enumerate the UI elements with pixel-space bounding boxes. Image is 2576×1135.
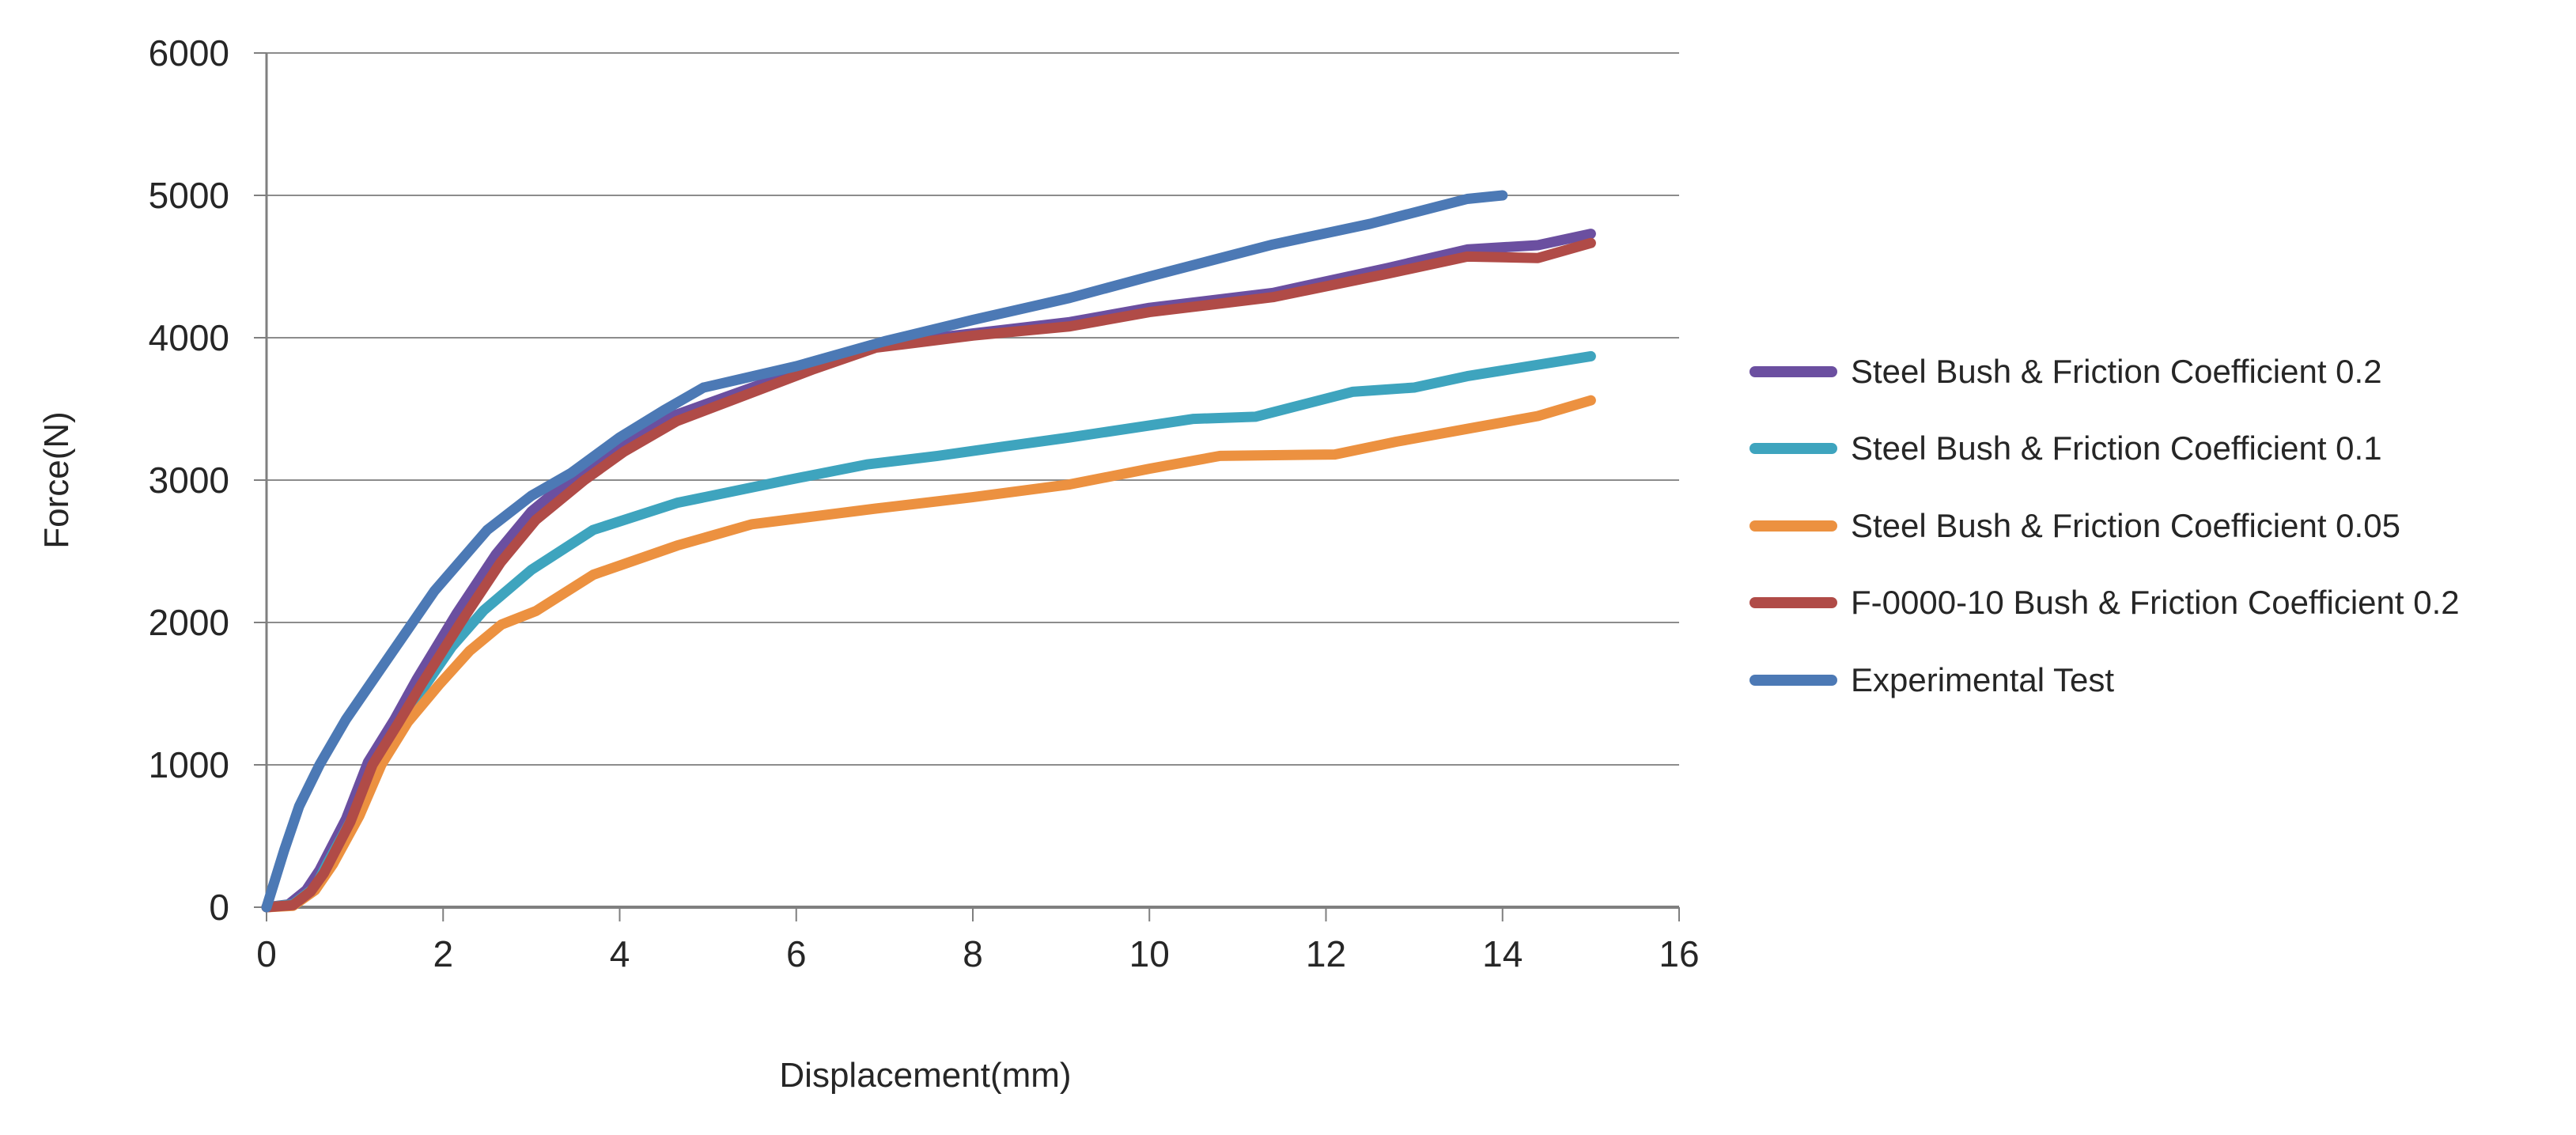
- legend-swatch-steel-bush-0-2: [1749, 365, 1837, 377]
- x-tick-label-4: 4: [610, 933, 630, 974]
- y-tick-label-1000: 1000: [149, 744, 229, 785]
- y-tick-label-3000: 3000: [149, 460, 229, 501]
- legend-item-steel-bush-0-2: Steel Bush & Friction Coefficient 0.2: [1749, 333, 2460, 410]
- x-tick-label-0: 0: [256, 933, 277, 974]
- x-tick-label-16: 16: [1659, 933, 1699, 974]
- legend-swatch-steel-bush-0-1: [1749, 443, 1837, 455]
- series-line-experimental-test: [261, 190, 1508, 913]
- legend-item-steel-bush-0-1: Steel Bush & Friction Coefficient 0.1: [1749, 410, 2460, 488]
- x-tick-label-14: 14: [1482, 933, 1523, 974]
- x-tick-label-2: 2: [433, 933, 453, 974]
- y-axis-title: Force(N): [37, 411, 76, 549]
- legend-item-f-0000-10-bush: F-0000-10 Bush & Friction Coefficient 0.…: [1749, 565, 2460, 642]
- x-axis-title: Displacement(mm): [779, 1056, 1072, 1095]
- x-tick-label-10: 10: [1129, 933, 1170, 974]
- y-tick-label-2000: 2000: [149, 602, 229, 643]
- series-line-f-0000-10-bush-friction-coefficient-0-2: [261, 237, 1596, 913]
- x-tick-label-12: 12: [1306, 933, 1346, 974]
- legend-label-experimental-test: Experimental Test: [1851, 660, 2115, 698]
- legend-label-f-0000-10-bush: F-0000-10 Bush & Friction Coefficient 0.…: [1851, 584, 2460, 622]
- legend-label-steel-bush-0-2: Steel Bush & Friction Coefficient 0.2: [1851, 352, 2382, 390]
- legend-swatch-experimental-test: [1749, 674, 1837, 686]
- x-tick-label-6: 6: [786, 933, 807, 974]
- legend-swatch-f-0000-10-bush: [1749, 597, 1837, 609]
- series-line-steel-bush-friction-coefficient-0-05: [261, 395, 1596, 913]
- y-tick-label-5000: 5000: [149, 175, 229, 216]
- x-tick-label-8: 8: [963, 933, 983, 974]
- chart-legend: Steel Bush & Friction Coefficient 0.2 St…: [1749, 333, 2460, 719]
- legend-item-steel-bush-0-05: Steel Bush & Friction Coefficient 0.05: [1749, 487, 2460, 565]
- legend-label-steel-bush-0-1: Steel Bush & Friction Coefficient 0.1: [1851, 429, 2382, 467]
- y-tick-label-6000: 6000: [149, 32, 229, 74]
- legend-label-steel-bush-0-05: Steel Bush & Friction Coefficient 0.05: [1851, 506, 2400, 544]
- legend-item-experimental-test: Experimental Test: [1749, 641, 2460, 719]
- legend-swatch-steel-bush-0-05: [1749, 520, 1837, 532]
- y-tick-label-0: 0: [209, 887, 229, 928]
- y-tick-label-4000: 4000: [149, 317, 229, 358]
